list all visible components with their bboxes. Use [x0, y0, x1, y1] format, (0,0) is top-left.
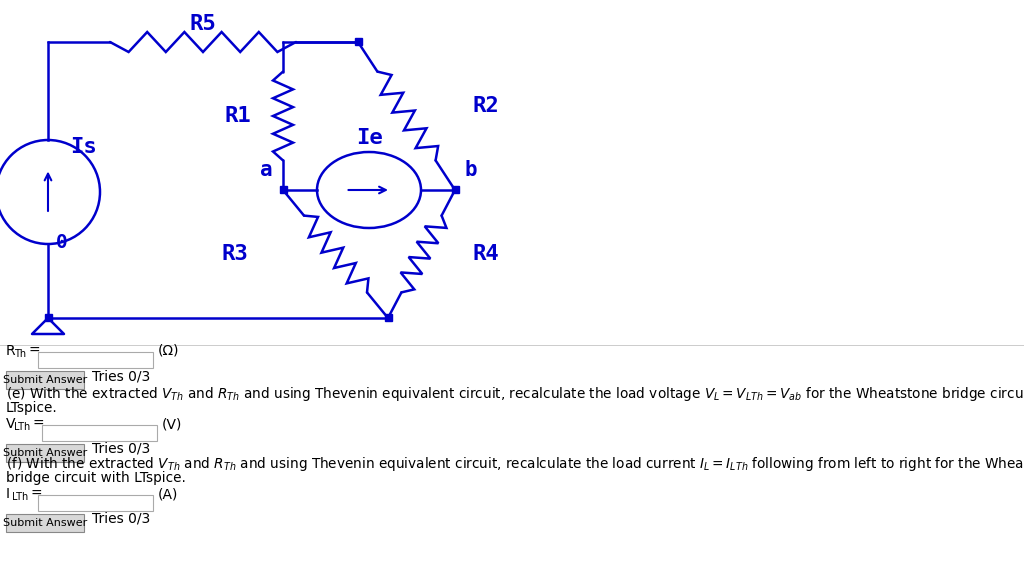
Text: R4: R4 — [473, 244, 500, 264]
Text: =: = — [28, 344, 40, 358]
Text: (e) With the extracted $V_{Th}$ and $R_{Th}$ and using Thevenin equivalent circu: (e) With the extracted $V_{Th}$ and $R_{… — [6, 385, 1024, 403]
Text: LTh: LTh — [12, 492, 29, 502]
Text: Tries 0/3: Tries 0/3 — [92, 442, 151, 456]
Text: LTspice.: LTspice. — [6, 401, 57, 415]
Bar — [38, 495, 153, 511]
Text: a: a — [260, 160, 273, 180]
Bar — [452, 186, 459, 193]
Text: Tries 0/3: Tries 0/3 — [92, 512, 151, 526]
Text: =: = — [30, 487, 42, 501]
Text: Th: Th — [14, 349, 27, 359]
Text: (Ω): (Ω) — [158, 344, 179, 358]
Bar — [6, 514, 84, 532]
Bar — [385, 314, 392, 321]
Text: LTh: LTh — [14, 422, 31, 432]
Text: V: V — [6, 417, 15, 431]
Text: R2: R2 — [473, 96, 500, 116]
Bar — [355, 38, 362, 45]
Bar — [6, 371, 84, 389]
Text: Tries 0/3: Tries 0/3 — [92, 369, 151, 383]
Text: Ie: Ie — [355, 128, 382, 148]
Bar — [6, 444, 84, 462]
Text: R3: R3 — [221, 244, 248, 264]
Text: bridge circuit with LTspice.: bridge circuit with LTspice. — [6, 471, 186, 485]
Text: R1: R1 — [224, 106, 251, 126]
Bar — [38, 352, 153, 368]
Text: Submit Answer: Submit Answer — [3, 448, 87, 458]
Text: Submit Answer: Submit Answer — [3, 518, 87, 528]
Text: Submit Answer: Submit Answer — [3, 375, 87, 385]
Text: R: R — [6, 344, 15, 358]
Text: (V): (V) — [162, 417, 182, 431]
Bar — [280, 186, 287, 193]
Bar — [42, 425, 157, 441]
Text: (f) With the extracted $V_{Th}$ and $R_{Th}$ and using Thevenin equivalent circu: (f) With the extracted $V_{Th}$ and $R_{… — [6, 455, 1024, 473]
Text: Is: Is — [70, 137, 96, 157]
Text: (A): (A) — [158, 487, 178, 501]
Bar — [45, 314, 52, 321]
Text: b: b — [465, 160, 477, 180]
Text: 0: 0 — [56, 232, 68, 252]
Text: =: = — [33, 417, 45, 431]
Text: I: I — [6, 487, 10, 501]
Text: R5: R5 — [189, 14, 216, 34]
